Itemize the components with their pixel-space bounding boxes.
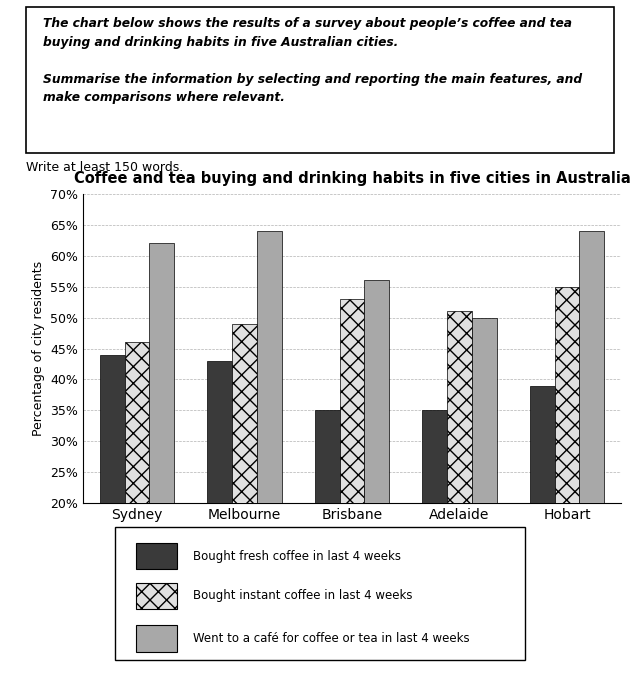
Text: Write at least 150 words.: Write at least 150 words. <box>26 160 183 174</box>
Bar <box>100 355 125 627</box>
Bar <box>125 342 149 627</box>
Y-axis label: Percentage of city residents: Percentage of city residents <box>32 261 45 436</box>
Bar <box>340 299 364 627</box>
Bar <box>149 243 174 627</box>
Bar <box>232 324 257 627</box>
Bar <box>530 386 555 627</box>
Text: Went to a café for coffee or tea in last 4 weeks: Went to a café for coffee or tea in last… <box>193 632 470 645</box>
Bar <box>136 543 177 569</box>
Bar <box>447 311 472 627</box>
Text: Bought instant coffee in last 4 weeks: Bought instant coffee in last 4 weeks <box>193 590 413 602</box>
Bar <box>364 280 389 627</box>
Bar <box>579 231 604 627</box>
Bar <box>472 318 497 627</box>
Text: The chart below shows the results of a survey about people’s coffee and tea
buyi: The chart below shows the results of a s… <box>44 17 582 104</box>
Bar <box>136 625 177 651</box>
Bar <box>315 410 340 627</box>
Bar <box>555 287 579 627</box>
Text: Bought fresh coffee in last 4 weeks: Bought fresh coffee in last 4 weeks <box>193 549 401 562</box>
Bar <box>207 361 232 627</box>
Bar <box>257 231 282 627</box>
Bar <box>136 583 177 609</box>
Title: Coffee and tea buying and drinking habits in five cities in Australia: Coffee and tea buying and drinking habit… <box>74 171 630 186</box>
Bar <box>422 410 447 627</box>
